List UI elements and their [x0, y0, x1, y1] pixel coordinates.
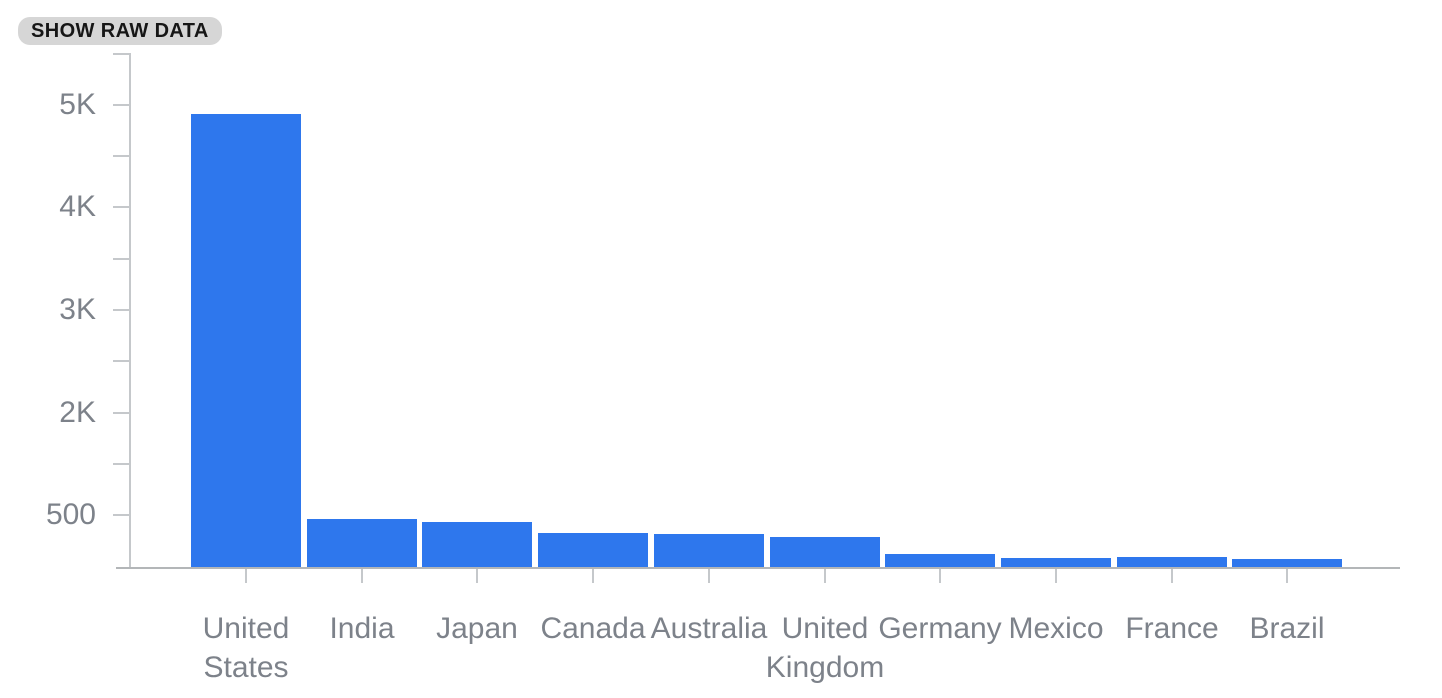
x-axis-tick	[1286, 569, 1288, 583]
y-axis-major-tick	[113, 514, 129, 516]
y-axis-tick-label: 4K	[59, 190, 96, 223]
bar-france[interactable]	[1117, 557, 1227, 567]
x-axis-category-label: India	[329, 612, 395, 645]
bar-mexico[interactable]	[1001, 558, 1111, 567]
x-axis-tick	[476, 569, 478, 583]
x-axis-tick	[245, 569, 247, 583]
y-axis-tick-label: 5K	[59, 88, 96, 121]
y-axis-tick-label: 2K	[59, 396, 96, 429]
y-axis-major-tick	[113, 309, 129, 311]
x-axis-category-label: Canada	[540, 612, 646, 645]
x-axis-category-label: Mexico	[1008, 612, 1104, 645]
x-axis-category-label: Japan	[436, 612, 518, 645]
bar-india[interactable]	[307, 519, 417, 567]
x-axis-line	[116, 567, 1400, 569]
x-axis-tick	[708, 569, 710, 583]
y-axis-minor-tick	[113, 463, 129, 465]
bar-canada[interactable]	[538, 533, 648, 567]
x-axis-tick	[361, 569, 363, 583]
y-axis-line	[129, 53, 131, 569]
show-raw-data-button[interactable]: SHOW RAW DATA	[18, 17, 222, 45]
bar-germany[interactable]	[885, 554, 995, 567]
y-axis-minor-tick	[113, 258, 129, 260]
bar-japan[interactable]	[422, 522, 532, 567]
y-axis-minor-tick	[113, 53, 129, 55]
x-axis-tick	[824, 569, 826, 583]
y-axis-major-tick	[113, 104, 129, 106]
x-axis-category-label: United States	[202, 612, 290, 684]
y-axis-major-tick	[113, 412, 129, 414]
x-axis-tick	[1055, 569, 1057, 583]
bar-australia[interactable]	[654, 534, 764, 567]
y-axis-minor-tick	[113, 155, 129, 157]
x-axis-tick	[1171, 569, 1173, 583]
bar-brazil[interactable]	[1232, 559, 1342, 567]
bar-united-states[interactable]	[191, 114, 301, 567]
x-axis-tick	[939, 569, 941, 583]
y-axis-minor-tick	[113, 360, 129, 362]
bar-united-kingdom[interactable]	[770, 537, 880, 567]
x-axis-tick	[592, 569, 594, 583]
x-axis-category-label: France	[1125, 612, 1219, 645]
y-axis-major-tick	[113, 206, 129, 208]
x-axis-category-label: Germany	[878, 612, 1002, 645]
x-axis-category-label: Brazil	[1249, 612, 1325, 645]
x-axis-category-label: United Kingdom	[765, 612, 885, 684]
y-axis-tick-label: 500	[45, 498, 96, 531]
y-axis-tick-label: 3K	[59, 293, 96, 326]
x-axis-category-label: Australia	[650, 612, 768, 645]
